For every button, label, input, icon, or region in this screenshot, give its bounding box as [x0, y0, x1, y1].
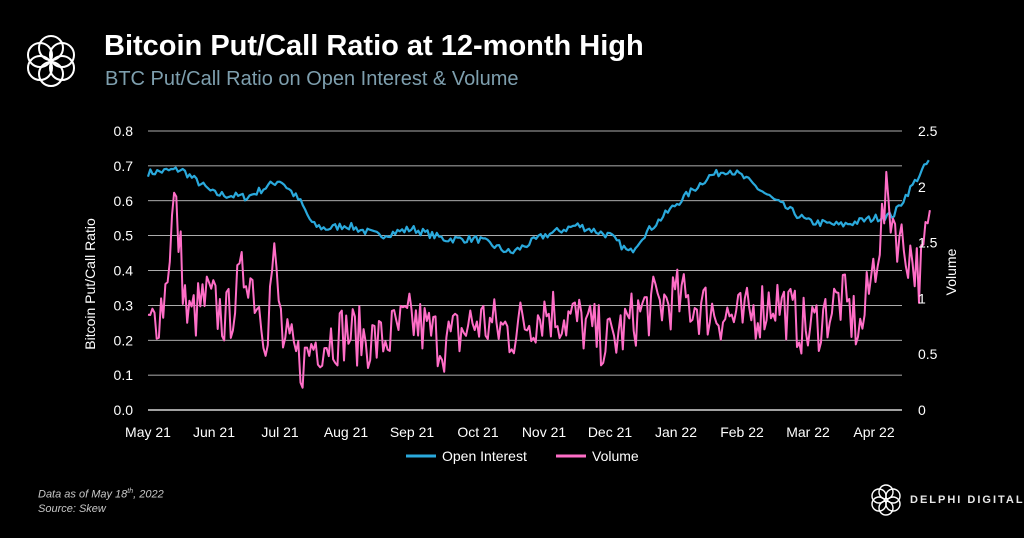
brand-logo: DELPHI DIGITAL [866, 480, 1023, 520]
x-tick-label: Jun 21 [193, 424, 235, 440]
y-tick-label: 0.5 [114, 228, 134, 244]
legend-volume-label: Volume [592, 448, 639, 464]
data-date-note: Data as of May 18th, 2022 [38, 488, 164, 501]
y-tick-label: 0.4 [114, 263, 134, 279]
chart-subtitle: BTC Put/Call Ratio on Open Interest & Vo… [105, 68, 519, 90]
y-tick-label: 0.6 [114, 193, 134, 209]
legend-open-interest-label: Open Interest [442, 448, 527, 464]
x-tick-label: Dec 21 [588, 424, 633, 440]
x-tick-label: Feb 22 [720, 424, 764, 440]
footnote: Data as of May 18th, 2022 Source: Skew [38, 485, 164, 516]
legend: Open Interest Volume [406, 448, 639, 464]
x-tick-label: Nov 21 [522, 424, 567, 440]
x-tick-label: May 21 [125, 424, 171, 440]
y-tick-label: 0.7 [114, 158, 134, 174]
y2-tick-label: 2 [918, 179, 926, 195]
x-tick-label: Jan 22 [655, 424, 697, 440]
y-tick-label: 0.1 [114, 367, 134, 383]
y2-axis-label: Volume [943, 248, 959, 295]
chart-title: Bitcoin Put/Call Ratio at 12-month High [104, 30, 644, 62]
delphi-logo-icon [27, 35, 75, 87]
y-tick-label: 0.0 [114, 402, 134, 418]
brand-name: DELPHI DIGITAL [910, 494, 1024, 506]
x-tick-label: Sep 21 [390, 424, 435, 440]
x-tick-label: Jul 21 [261, 424, 299, 440]
y-tick-label: 0.3 [114, 297, 134, 313]
y2-tick-label: 2.5 [918, 123, 938, 139]
y2-tick-label: 0 [918, 402, 926, 418]
y-tick-label: 0.2 [114, 332, 134, 348]
x-tick-label: Apr 22 [853, 424, 894, 440]
volume-line [147, 170, 931, 389]
y2-tick-label: 0.5 [918, 346, 938, 362]
y2-tick-label: 1.5 [918, 235, 938, 251]
y-tick-label: 0.8 [114, 123, 134, 139]
y-axis-label: Bitcoin Put/Call Ratio [82, 218, 98, 350]
source-note: Source: Skew [38, 502, 106, 515]
y2-tick-label: 1 [918, 290, 926, 306]
x-tick-label: Aug 21 [324, 424, 369, 440]
x-tick-label: Oct 21 [457, 424, 498, 440]
open-interest-line [146, 159, 930, 255]
delphi-brand-icon [871, 484, 901, 516]
x-tick-label: Mar 22 [786, 424, 830, 440]
